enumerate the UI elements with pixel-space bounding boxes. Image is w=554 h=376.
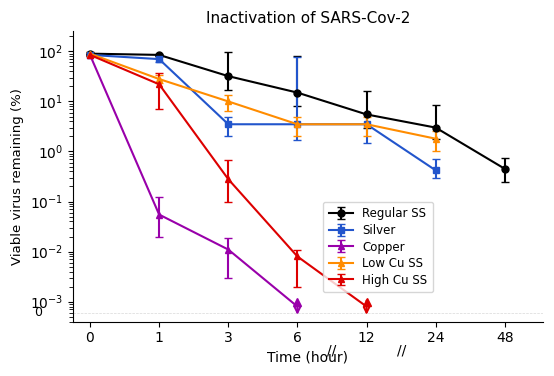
Title: Inactivation of SARS-Cov-2: Inactivation of SARS-Cov-2 xyxy=(206,11,410,26)
Legend: Regular SS, Silver, Copper, Low Cu SS, High Cu SS: Regular SS, Silver, Copper, Low Cu SS, H… xyxy=(323,202,433,293)
Y-axis label: Viable virus remaining (%): Viable virus remaining (%) xyxy=(11,88,24,265)
Text: //: // xyxy=(327,343,337,357)
Text: 0: 0 xyxy=(34,306,42,319)
Text: //: // xyxy=(397,343,406,357)
X-axis label: Time (hour): Time (hour) xyxy=(267,351,348,365)
